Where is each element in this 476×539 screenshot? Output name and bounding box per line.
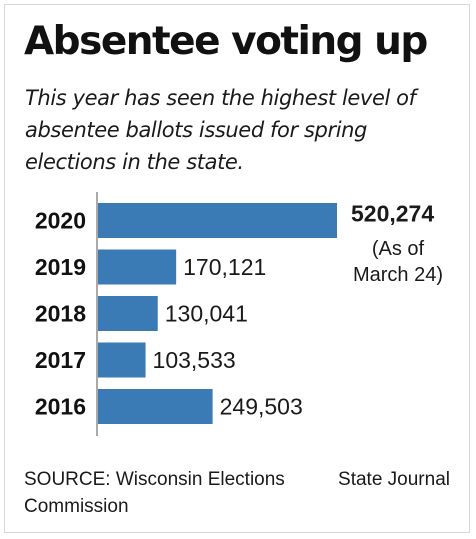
year-label-2019: 2019 <box>35 254 86 280</box>
bar-2017 <box>98 342 146 378</box>
bar-2016 <box>98 389 213 424</box>
bar-2020 <box>98 203 337 238</box>
bar-chart: 2020 520,274 2019 170,121 2018 130,041 2017 103… <box>35 192 443 436</box>
year-label-2020: 2020 <box>35 208 86 234</box>
annotation-line-2: March 24) <box>353 264 443 286</box>
chart-subtitle: This year has seen the highest level of … <box>25 86 416 174</box>
chart-title: Absentee voting up <box>24 19 428 64</box>
value-label-2017: 103,533 <box>153 347 236 373</box>
value-label-2019: 170,121 <box>183 254 266 280</box>
bar-2019 <box>98 249 177 285</box>
credit-note: State Journal <box>338 469 450 490</box>
value-label-2018: 130,041 <box>165 301 248 327</box>
annotation-line-1: (As of <box>372 238 425 260</box>
graphic-frame <box>4 4 470 533</box>
value-label-2020: 520,274 <box>351 201 434 227</box>
year-label-2016: 2016 <box>35 394 86 420</box>
source-note: SOURCE: Wisconsin Elections Commission <box>24 469 285 517</box>
bar-2018 <box>98 296 158 331</box>
value-label-2016: 249,503 <box>220 394 303 420</box>
year-label-2018: 2018 <box>35 301 86 327</box>
year-label-2017: 2017 <box>35 347 86 373</box>
